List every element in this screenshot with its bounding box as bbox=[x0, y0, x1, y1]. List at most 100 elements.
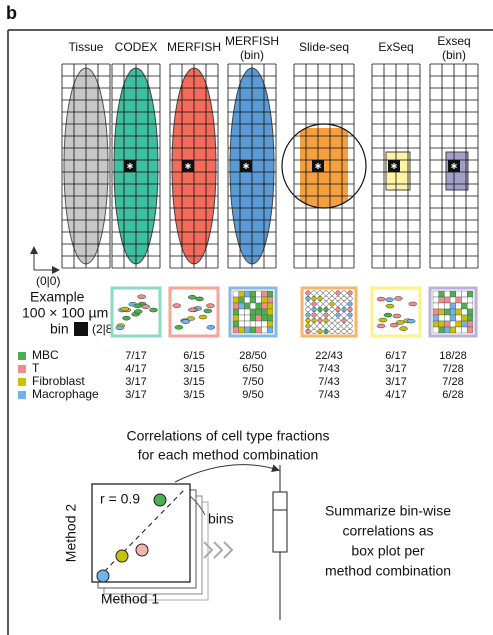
sub-bin bbox=[239, 291, 245, 297]
sub-bin bbox=[467, 297, 473, 303]
bead bbox=[312, 307, 317, 312]
cell bbox=[134, 310, 142, 314]
point bbox=[136, 544, 148, 556]
fraction: 6/50 bbox=[242, 363, 263, 375]
cell bbox=[400, 327, 408, 331]
cell bbox=[116, 326, 124, 330]
sub-bin bbox=[450, 303, 456, 309]
summary-line: Summarize bin-wise bbox=[325, 503, 451, 519]
fraction: 3/17 bbox=[385, 376, 406, 388]
cell bbox=[175, 325, 183, 329]
fraction: 7/28 bbox=[442, 363, 463, 375]
page: {"panel_label":"b", "columns":[{"title":… bbox=[0, 0, 493, 635]
legend-label: Macrophage bbox=[32, 387, 99, 401]
bead bbox=[348, 318, 353, 323]
bead bbox=[342, 296, 347, 301]
sub-bin bbox=[433, 315, 439, 321]
point bbox=[97, 570, 109, 582]
cell bbox=[204, 309, 212, 313]
sub-bin bbox=[244, 297, 250, 303]
cell bbox=[409, 302, 417, 306]
sub-bin bbox=[233, 315, 239, 321]
sub-bin bbox=[467, 291, 473, 297]
sub-bin bbox=[262, 321, 268, 327]
cell bbox=[122, 316, 130, 320]
sub-bin bbox=[439, 309, 445, 315]
sub-bin bbox=[450, 291, 456, 297]
sub-bin bbox=[250, 309, 256, 315]
fraction: 4/17 bbox=[125, 363, 146, 375]
legend-label: T bbox=[32, 361, 40, 375]
cell bbox=[196, 297, 204, 301]
point bbox=[116, 550, 128, 562]
sub-bin bbox=[233, 309, 239, 315]
bead bbox=[318, 324, 323, 329]
bead bbox=[324, 296, 329, 301]
bead bbox=[306, 313, 311, 318]
sub-bin bbox=[439, 321, 445, 327]
fraction: 3/15 bbox=[183, 376, 204, 388]
bead bbox=[342, 318, 347, 323]
fraction: 7/43 bbox=[318, 389, 339, 401]
sub-bin bbox=[462, 315, 468, 321]
sub-bin bbox=[244, 291, 250, 297]
cell bbox=[188, 308, 196, 312]
bead bbox=[336, 324, 341, 329]
sub-bin bbox=[450, 297, 456, 303]
sub-bin bbox=[439, 303, 445, 309]
bead bbox=[336, 291, 341, 296]
fraction: 7/43 bbox=[318, 363, 339, 375]
summary-line: method combination bbox=[325, 563, 451, 579]
fraction: 9/50 bbox=[242, 389, 263, 401]
bead bbox=[330, 307, 335, 312]
sub-bin bbox=[450, 327, 456, 333]
sub-bin bbox=[467, 327, 473, 333]
bead bbox=[342, 324, 347, 329]
bead bbox=[306, 307, 311, 312]
sub-bin bbox=[250, 291, 256, 297]
fraction: 18/28 bbox=[439, 350, 467, 362]
fraction: 7/43 bbox=[318, 376, 339, 388]
cell bbox=[393, 314, 401, 318]
bead bbox=[324, 324, 329, 329]
cell bbox=[384, 313, 392, 317]
sub-bin bbox=[256, 321, 262, 327]
column-subtitle: (bin) bbox=[442, 48, 466, 62]
bead bbox=[336, 307, 341, 312]
y-axis-label: Method 2 bbox=[63, 504, 79, 563]
sub-bin bbox=[433, 309, 439, 315]
column-title: CODEX bbox=[115, 40, 158, 54]
bead bbox=[348, 296, 353, 301]
sub-bin bbox=[239, 303, 245, 309]
sub-bin bbox=[433, 327, 439, 333]
bead bbox=[330, 318, 335, 323]
sub-bin bbox=[456, 303, 462, 309]
sub-bin bbox=[262, 327, 268, 333]
sub-bin bbox=[467, 303, 473, 309]
bead bbox=[312, 313, 317, 318]
sub-bin bbox=[444, 309, 450, 315]
column-title: ExSeq bbox=[378, 40, 413, 54]
bead bbox=[330, 313, 335, 318]
sub-bin bbox=[250, 297, 256, 303]
fraction: 7/28 bbox=[442, 376, 463, 388]
summary-line: correlations as bbox=[342, 523, 433, 539]
section-title: for each method combination bbox=[138, 447, 319, 463]
sub-bin bbox=[267, 297, 273, 303]
bead bbox=[342, 302, 347, 307]
example-bin bbox=[302, 288, 356, 336]
column-title: Tissue bbox=[69, 40, 104, 54]
bead bbox=[336, 329, 341, 334]
sub-bin bbox=[433, 321, 439, 327]
bead bbox=[318, 313, 323, 318]
cell bbox=[138, 295, 146, 299]
section-title: Correlations of cell type fractions bbox=[126, 428, 329, 444]
origin-label: (0|0) bbox=[36, 274, 60, 288]
column-title: Slide-seq bbox=[299, 40, 349, 54]
example-label: 100 × 100 µm bbox=[22, 305, 108, 321]
bead bbox=[318, 291, 323, 296]
bead bbox=[330, 296, 335, 301]
sub-bin bbox=[239, 321, 245, 327]
x-axis-label: Method 1 bbox=[101, 591, 160, 607]
bead bbox=[336, 313, 341, 318]
